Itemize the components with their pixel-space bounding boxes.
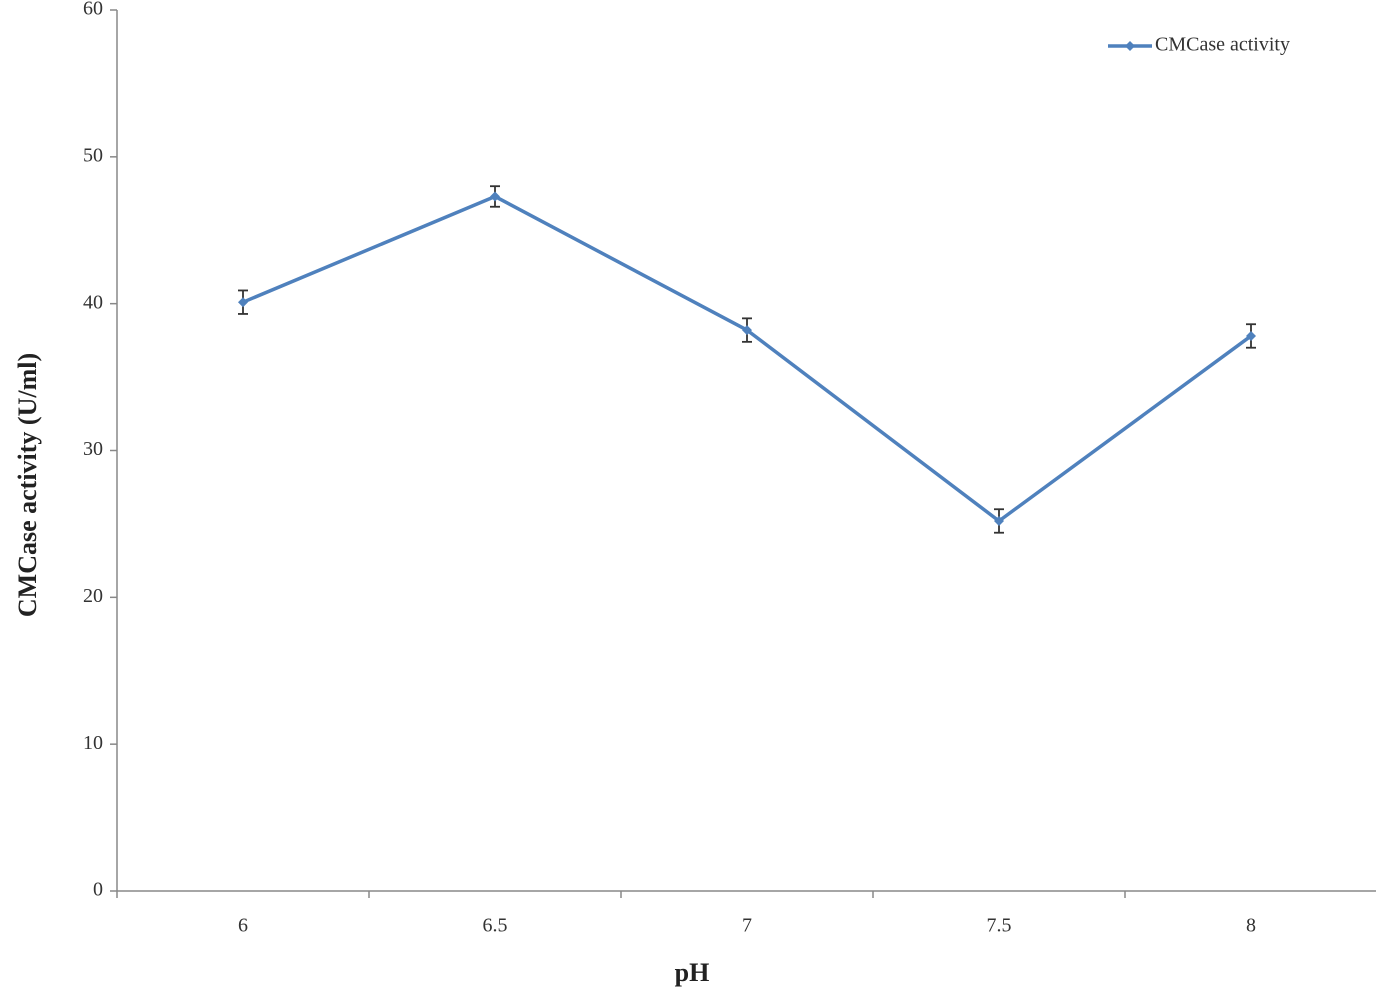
marker xyxy=(994,515,1004,526)
marker xyxy=(1246,330,1256,341)
x-tick-label: 6 xyxy=(238,915,248,937)
x-tick-label: 6.5 xyxy=(483,915,508,937)
y-tick-label: 50 xyxy=(83,144,103,166)
marker xyxy=(238,297,248,308)
x-tick-label: 7.5 xyxy=(987,915,1012,937)
x-tick-label: 7 xyxy=(742,915,752,937)
y-tick-label: 30 xyxy=(83,438,103,460)
marker xyxy=(742,325,752,336)
y-tick-label: 0 xyxy=(93,879,103,901)
y-tick-label: 10 xyxy=(83,732,103,754)
x-axis-title: pH xyxy=(675,958,710,987)
y-tick-label: 40 xyxy=(83,291,103,313)
y-tick-label: 60 xyxy=(83,0,103,20)
y-tick-label: 20 xyxy=(83,585,103,607)
legend-marker xyxy=(1125,41,1135,51)
x-tick-label: 8 xyxy=(1246,915,1256,937)
legend-label: CMCase activity xyxy=(1155,34,1290,56)
y-axis-title: CMCase activity (U/ml) xyxy=(13,353,42,617)
marker xyxy=(490,191,500,202)
data-line xyxy=(242,194,1253,523)
